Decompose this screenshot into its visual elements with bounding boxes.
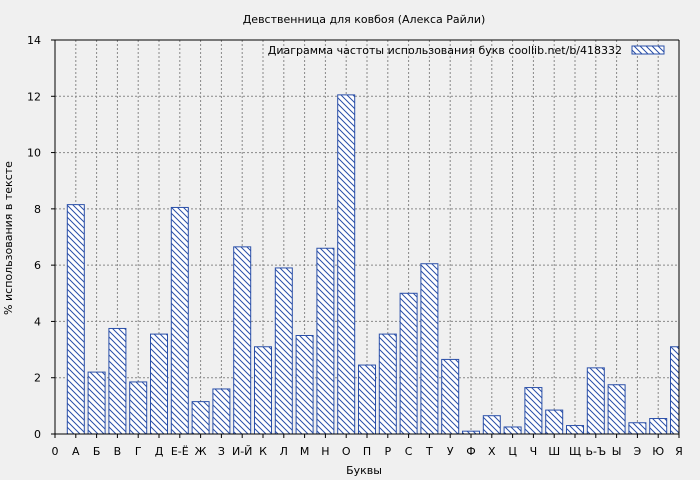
x-tick-label: М [300,445,310,458]
y-tick-label: 8 [34,203,41,216]
bar-Ц [503,426,522,435]
bar-Р [378,333,397,435]
bar-Т [420,263,439,435]
x-tick-label: С [405,445,413,458]
x-tick-label: Н [321,445,329,458]
x-tick-label: Д [155,445,164,458]
y-tick-label: 0 [34,428,41,441]
bar-Е-Ё [170,206,189,435]
x-tick-label: Я [675,445,683,458]
x-tick-label: Ч [530,445,538,458]
bar-О [337,94,356,435]
bar-Ш [545,409,564,435]
bar-Ь-Ъ [586,367,605,435]
x-tick-label: 0 [52,445,59,458]
bar-А [66,204,85,435]
bar-Г [129,381,148,435]
x-tick-label: Т [425,445,433,458]
x-tick-label: Щ [569,445,581,458]
legend: Диаграмма частоты использования букв coo… [268,44,665,57]
x-tick-label: Ю [652,445,664,458]
x-tick-label: П [363,445,371,458]
bar-Л [274,267,293,435]
bar-С [399,292,418,435]
x-tick-label: И-Й [232,445,252,458]
bar-Ю [649,418,668,435]
x-tick-label: А [72,445,80,458]
bar-Х [482,415,501,435]
bar-Н [316,247,335,435]
bar-М [295,335,314,435]
bar-Э [628,422,647,435]
y-tick-label: 10 [27,147,41,160]
bar-Я [670,346,680,435]
x-tick-label: У [447,445,454,458]
bar-П [358,364,376,435]
y-tick-label: 2 [34,372,41,385]
x-tick-label: Ы [612,445,622,458]
x-tick-label: Е-Ё [171,445,189,458]
bar-И-Й [233,246,252,435]
y-axis-label: % использования в тексте [2,161,15,315]
x-tick-label: О [342,445,351,458]
x-tick-label: Б [93,445,101,458]
bar-Ч [524,387,543,435]
y-tick-label: 12 [27,90,41,103]
x-tick-label: Э [634,445,642,458]
x-tick-label: Х [488,445,496,458]
bars-layer [66,94,680,435]
x-tick-label: З [218,445,225,458]
x-tick-label: Ж [195,445,207,458]
bar-Д [150,333,168,435]
bar-К [254,346,272,435]
y-tick-label: 6 [34,259,41,272]
x-tick-label: Ц [508,445,517,458]
x-tick-label: Г [135,445,142,458]
x-tick-label: Ш [548,445,560,458]
x-tick-label: Л [280,445,288,458]
x-axis-label: Буквы [346,464,382,477]
x-tick-label: В [114,445,122,458]
legend-label: Диаграмма частоты использования букв coo… [268,44,622,57]
y-tick-label: 4 [34,315,41,328]
x-tick-label: Ф [466,445,475,458]
bar-Ж [191,401,210,435]
chart-title: Девственница для ковбоя (Алекса Райли) [243,13,486,26]
x-tick-label: Ь-Ъ [585,445,606,458]
bar-Ы [607,384,626,435]
x-tick-label: Р [384,445,391,458]
bar-В [108,327,127,435]
y-tick-label: 14 [27,34,41,47]
bar-З [212,388,231,435]
legend-swatch [631,45,665,55]
bar-Щ [566,425,584,435]
x-tick-label: К [259,445,267,458]
bar-Б [87,371,106,435]
bar-У [441,358,460,435]
